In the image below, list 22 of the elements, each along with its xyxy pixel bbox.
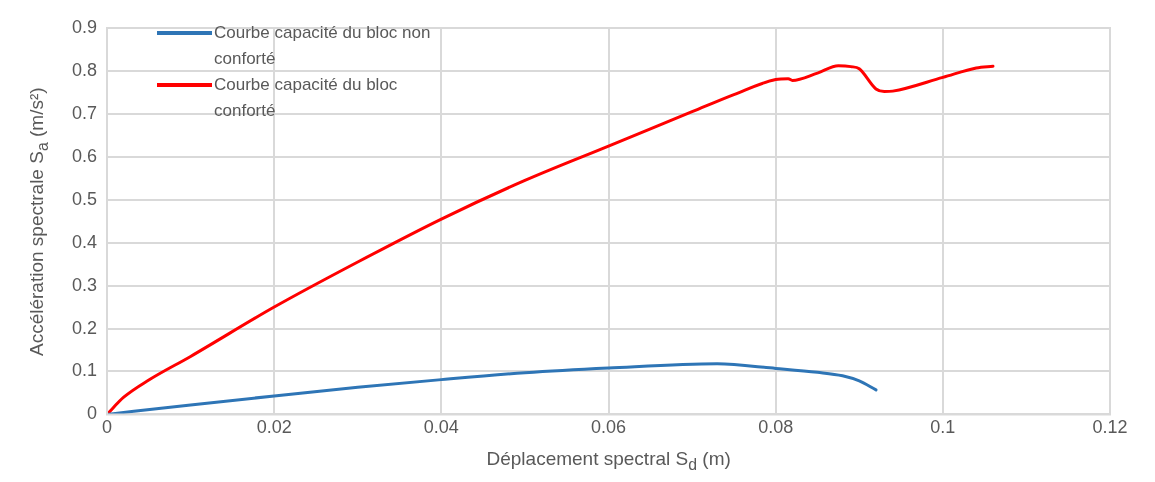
y-tick-label: 0.2 bbox=[71, 317, 98, 338]
legend-label: Courbe capacité du bloc non conforté bbox=[214, 22, 432, 70]
line-series bbox=[107, 64, 995, 415]
y-tick-label: 0.1 bbox=[71, 360, 98, 381]
y-tick-label: 0.5 bbox=[71, 188, 98, 209]
x-tick-label: 0.1 bbox=[930, 417, 956, 438]
x-tick-label: 0.06 bbox=[590, 417, 627, 438]
x-tick-label: 0.02 bbox=[256, 417, 292, 438]
y-tick-label: 0.9 bbox=[71, 16, 98, 37]
x-tick-label: 0 bbox=[102, 417, 113, 438]
line-series bbox=[107, 362, 878, 415]
y-tick-label: 0 bbox=[87, 403, 98, 424]
y-tick-label: 0.6 bbox=[71, 145, 98, 166]
y-tick-label: 0.7 bbox=[71, 102, 98, 123]
y-tick-label: 0.3 bbox=[71, 274, 98, 295]
x-tick-label: 0.08 bbox=[758, 417, 794, 438]
x-axis-title: Déplacement spectral S$_{d}$ (m) bbox=[486, 448, 731, 475]
legend-label: Courbe capacité du bloc conforté bbox=[214, 74, 399, 122]
y-tick-label: 0.4 bbox=[71, 231, 98, 252]
x-tick-label: 0.04 bbox=[423, 417, 459, 438]
x-tick-label: 0.12 bbox=[1092, 417, 1128, 438]
y-tick-label: 0.8 bbox=[71, 59, 98, 80]
